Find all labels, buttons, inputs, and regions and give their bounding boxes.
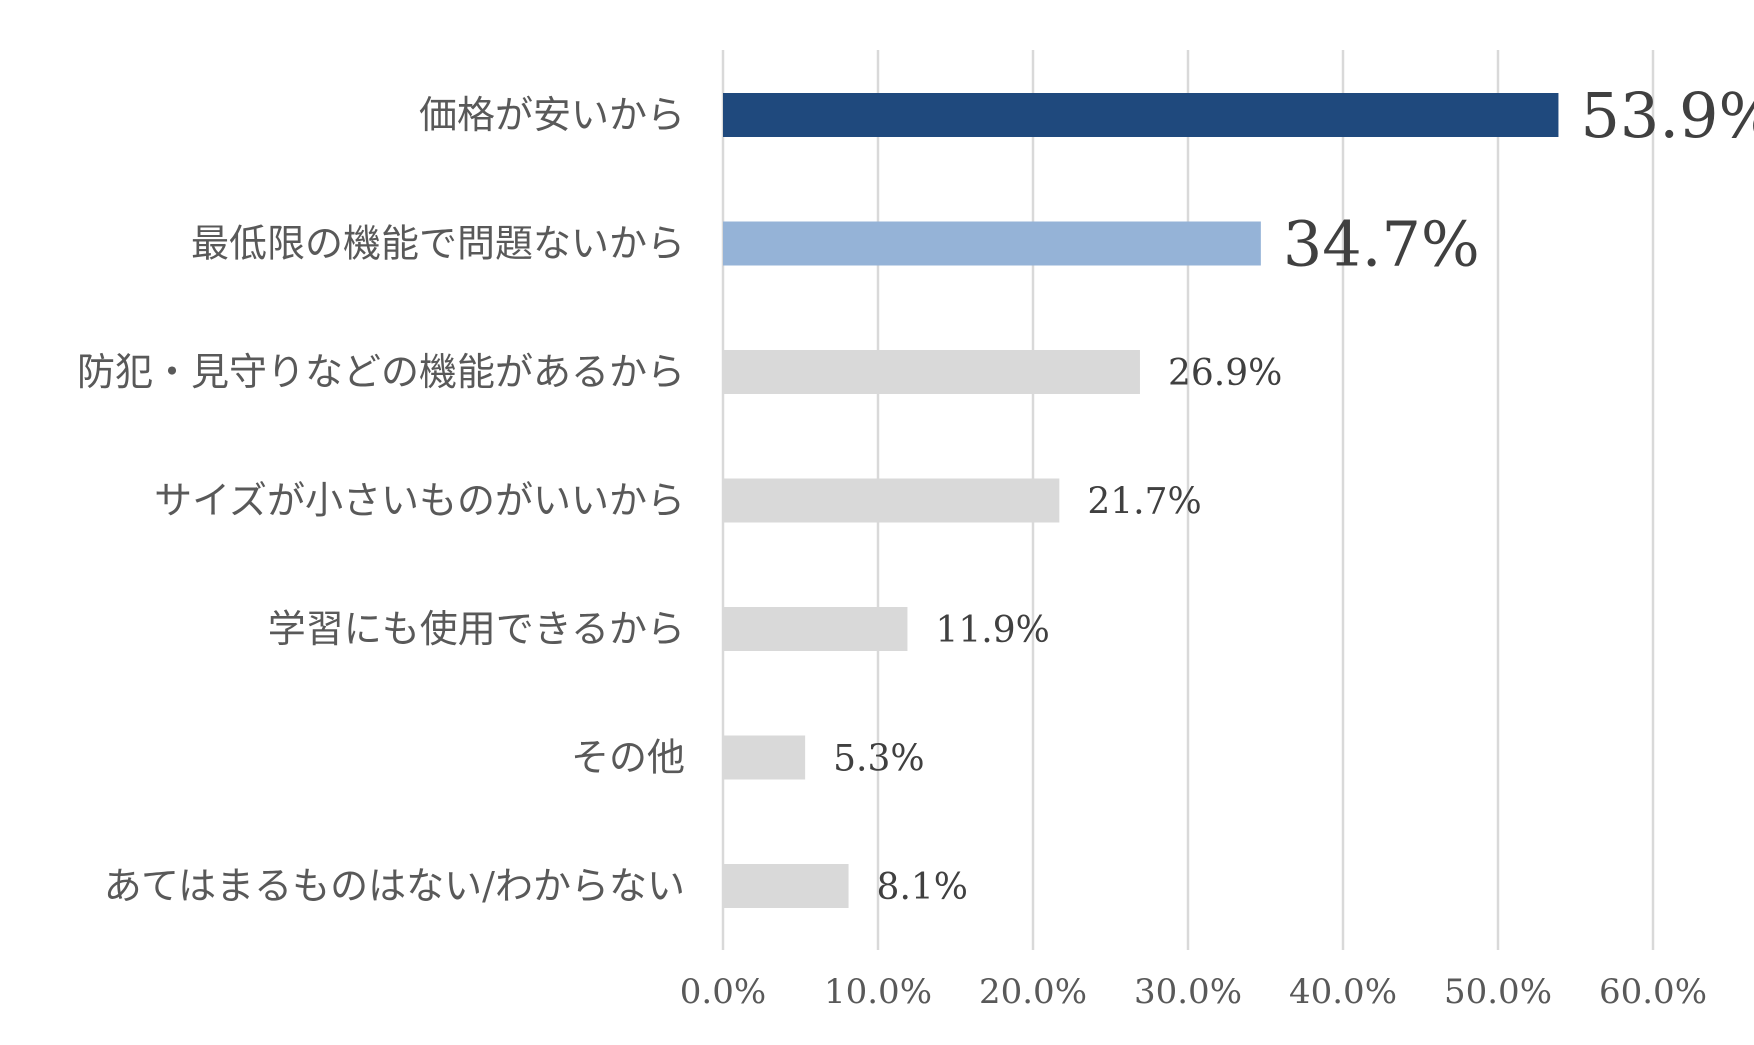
data-label: 26.9% — [1168, 353, 1282, 394]
category-label: 防犯・見守りなどの機能があるから — [77, 350, 685, 394]
category-label: その他 — [571, 736, 685, 780]
category-label: 最低限の機能で問題ないから — [191, 222, 685, 266]
x-tick-label: 40.0% — [1289, 972, 1397, 1012]
bar — [723, 864, 849, 908]
data-label: 5.3% — [833, 739, 924, 780]
category-label: 価格が安いから — [419, 93, 685, 137]
bar — [723, 478, 1060, 523]
x-tick-label: 10.0% — [824, 972, 932, 1012]
x-tick-label: 0.0% — [680, 972, 766, 1012]
bar — [723, 221, 1261, 266]
bar — [723, 607, 908, 651]
bar — [723, 93, 1559, 137]
bar — [723, 350, 1140, 394]
data-label: 21.7% — [1087, 482, 1201, 523]
x-axis-tick-labels: 0.0% 10.0% 20.0% 30.0% 40.0% 50.0% 60.0% — [680, 972, 1707, 1012]
category-labels: 価格が安いから最低限の機能で問題ないから防犯・見守りなどの機能があるからサイズが… — [77, 93, 685, 908]
value-labels: 53.9% 34.7% 26.9% 21.7% 11.9% 5.3% 8.1% — [833, 79, 1754, 908]
bar — [723, 735, 806, 780]
x-tick-label: 50.0% — [1444, 972, 1552, 1012]
category-label: サイズが小さいものがいいから — [154, 479, 685, 523]
x-tick-label: 60.0% — [1599, 972, 1707, 1012]
x-tick-label: 20.0% — [979, 972, 1087, 1012]
data-label: 53.9% — [1580, 79, 1754, 152]
category-label: 学習にも使用できるから — [268, 607, 685, 651]
bars — [723, 93, 1559, 908]
category-label: あてはまるものはない/わからない — [104, 864, 685, 908]
data-label: 34.7% — [1283, 208, 1480, 281]
x-tick-label: 30.0% — [1134, 972, 1242, 1012]
data-label: 8.1% — [877, 867, 968, 908]
data-label: 11.9% — [935, 610, 1049, 651]
